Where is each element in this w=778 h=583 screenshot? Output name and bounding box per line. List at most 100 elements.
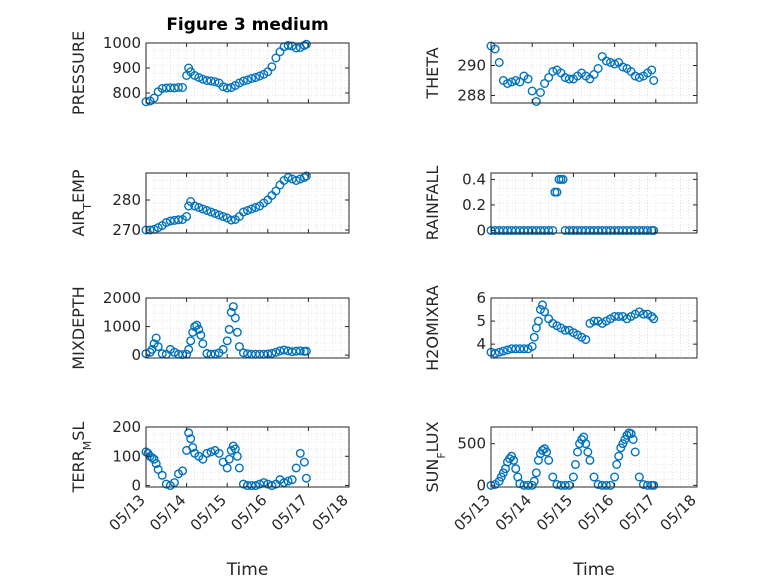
y-tick-label: 500 bbox=[457, 435, 486, 453]
data-point bbox=[638, 480, 648, 490]
data-point bbox=[570, 460, 580, 470]
data-point bbox=[228, 302, 238, 312]
data-point bbox=[573, 447, 583, 457]
subplot-3: 270 280 AIRTEMP bbox=[69, 169, 350, 239]
y-tick-label: 900 bbox=[112, 59, 141, 77]
data-point bbox=[299, 172, 309, 182]
data-point bbox=[194, 72, 204, 82]
data-point bbox=[527, 341, 537, 351]
data-point bbox=[548, 472, 558, 482]
data-point bbox=[188, 442, 198, 452]
data-point bbox=[267, 348, 277, 358]
data-point bbox=[238, 76, 248, 86]
data-point bbox=[234, 463, 244, 473]
data-point bbox=[149, 454, 159, 464]
data-point bbox=[206, 447, 216, 457]
data-point bbox=[184, 344, 194, 354]
data-point bbox=[214, 448, 224, 458]
data-point bbox=[206, 207, 216, 217]
axes-frame bbox=[490, 172, 698, 234]
data-point bbox=[519, 344, 529, 354]
y-tick-label: 0.2 bbox=[462, 196, 486, 214]
chart-title: Figure 3 medium bbox=[166, 15, 328, 35]
subplot-5: 0 1000 2000 MIXDEPTH bbox=[69, 286, 350, 370]
data-point bbox=[151, 333, 161, 343]
data-point bbox=[301, 346, 311, 356]
y-tick-label: 270 bbox=[112, 221, 141, 239]
data-point bbox=[610, 472, 620, 482]
data-point bbox=[601, 480, 611, 490]
data-point bbox=[496, 472, 506, 482]
data-point bbox=[222, 83, 232, 93]
data-point bbox=[540, 307, 550, 317]
data-point bbox=[544, 225, 554, 235]
subplot-4: 0 0.2 0.4 RAINFALL bbox=[423, 166, 698, 240]
data-point bbox=[560, 325, 570, 335]
data-point bbox=[194, 202, 204, 212]
data-point bbox=[151, 459, 161, 469]
x-tick-label: 05/17 bbox=[268, 491, 311, 534]
data-point bbox=[247, 481, 257, 491]
data-point bbox=[178, 466, 188, 476]
data-point bbox=[182, 211, 192, 221]
data-point bbox=[169, 478, 179, 488]
data-point bbox=[614, 451, 624, 461]
data-point bbox=[585, 455, 595, 465]
data-point bbox=[583, 447, 593, 457]
data-point bbox=[560, 72, 570, 82]
y-tick-label: 1000 bbox=[103, 318, 141, 336]
data-point bbox=[267, 62, 277, 72]
data-point bbox=[301, 39, 311, 49]
axes-frame bbox=[490, 297, 698, 359]
data-point bbox=[206, 76, 216, 86]
data-point bbox=[196, 330, 206, 340]
data-point bbox=[502, 345, 512, 355]
y-axis-label: H2OMIXRA bbox=[423, 285, 442, 371]
data-point bbox=[255, 71, 265, 81]
axes-frame bbox=[145, 42, 350, 104]
data-point bbox=[647, 65, 657, 75]
data-point bbox=[515, 77, 525, 87]
x-tick-label: 05/17 bbox=[615, 491, 658, 534]
data-point bbox=[283, 172, 293, 182]
y-axis-label: AIRTEMP bbox=[69, 169, 94, 236]
data-point bbox=[279, 478, 289, 488]
data-point bbox=[218, 211, 228, 221]
y-tick-label: 290 bbox=[457, 57, 486, 75]
axes-frame bbox=[490, 42, 698, 104]
data-point bbox=[560, 480, 570, 490]
data-point bbox=[552, 480, 562, 490]
data-point bbox=[511, 464, 521, 474]
data-point bbox=[643, 480, 653, 490]
y-axis-label: MIXDEPTH bbox=[69, 286, 88, 369]
data-point bbox=[198, 204, 208, 214]
y-tick-label: 280 bbox=[112, 191, 141, 209]
data-point bbox=[232, 451, 242, 461]
data-point bbox=[190, 201, 200, 211]
data-point bbox=[498, 346, 508, 356]
data-point bbox=[291, 463, 301, 473]
axes-frame bbox=[490, 426, 698, 488]
data-point bbox=[535, 87, 545, 97]
y-tick-label: 5 bbox=[476, 312, 486, 330]
y-tick-label: 0.4 bbox=[462, 170, 486, 188]
data-point bbox=[238, 207, 248, 217]
data-point bbox=[234, 342, 244, 352]
data-point bbox=[649, 75, 659, 85]
data-point bbox=[593, 480, 603, 490]
data-point bbox=[540, 78, 550, 88]
data-point bbox=[194, 324, 204, 334]
data-point bbox=[173, 215, 183, 225]
data-point bbox=[147, 453, 157, 463]
data-point bbox=[533, 316, 543, 326]
data-point bbox=[214, 210, 224, 220]
data-point bbox=[618, 439, 628, 449]
y-tick-label: 200 bbox=[112, 418, 141, 436]
data-point bbox=[161, 217, 171, 227]
data-point bbox=[581, 439, 591, 449]
y-tick-label: 100 bbox=[112, 447, 141, 465]
data-point bbox=[647, 311, 657, 321]
data-point bbox=[224, 324, 234, 334]
x-tick-label: 05/13 bbox=[106, 491, 149, 534]
